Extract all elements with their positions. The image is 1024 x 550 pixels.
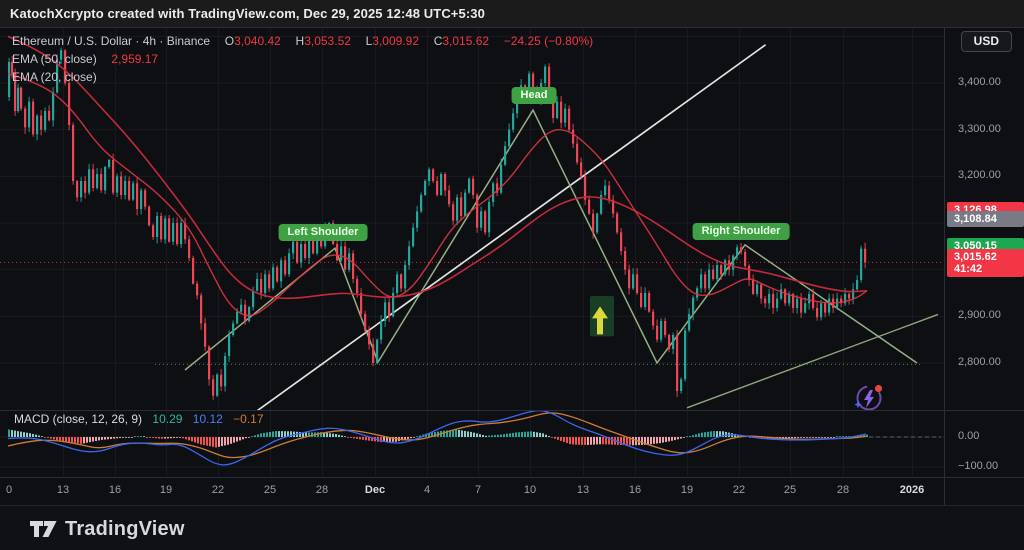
price-axis-tick: 3,300.00 — [958, 122, 1001, 135]
left-shoulder-label[interactable]: Left Shoulder — [278, 224, 368, 241]
time-axis-tick: 13 — [576, 484, 590, 496]
ema50-value: 2,959.17 — [111, 52, 159, 66]
time-axis-tick: 7 — [474, 484, 482, 496]
time-axis-tick: 19 — [159, 484, 173, 496]
price-axis-tick: 3,400.00 — [958, 76, 1001, 88]
time-axis-tick: 16 — [628, 484, 642, 496]
macd-axis-tick: 0.00 — [958, 430, 980, 442]
time-axis-tick: 2026 — [899, 484, 925, 496]
head-label[interactable]: Head — [511, 87, 557, 104]
symbol-title: Ethereum / U.S. Dollar · 4h · Binance — [12, 34, 211, 48]
price-label-last-price: 3,015.62 41:42 — [947, 249, 1024, 278]
ema50-name: EMA (50, close) — [12, 52, 97, 66]
time-axis-tick: 22 — [211, 484, 225, 496]
time-axis-tick: 10 — [523, 484, 537, 496]
price-label-gray-level: 3,108.84 — [947, 210, 1024, 227]
footer-bar: TradingView — [0, 505, 1024, 550]
high-value: 3,053.52 — [304, 34, 351, 48]
time-axis-tick: 25 — [263, 484, 277, 496]
chart-legend: Ethereum / U.S. Dollar · 4h · Binance O3… — [12, 33, 593, 87]
time-axis-tick: 28 — [836, 484, 850, 496]
tradingview-logo[interactable]: TradingView — [30, 517, 185, 541]
open-label: O — [224, 34, 235, 48]
ema20-name: EMA (20, close) — [12, 70, 97, 84]
price-axis-tick: 3,200.00 — [958, 169, 1001, 182]
time-axis-tick: 4 — [423, 484, 431, 496]
time-axis-tick: 25 — [783, 484, 797, 496]
price-axis-tick: 2,900.00 — [958, 309, 1001, 322]
open-value: 3,040.42 — [234, 34, 281, 48]
symbol-legend-row[interactable]: Ethereum / U.S. Dollar · 4h · Binance O3… — [12, 33, 593, 49]
change-value: −24.25 (−0.80%) — [503, 34, 594, 48]
price-axis[interactable]: 3,400.00 3,300.00 3,200.00 2,900.00 2,800.00… — [944, 28, 1024, 505]
attribution-text: KatochXcrypto created with TradingView.c… — [10, 6, 485, 21]
currency-toggle-button[interactable]: USD — [960, 31, 1012, 52]
countdown-timer: 41:42 — [954, 263, 983, 276]
time-axis-tick: 0 — [5, 484, 13, 496]
indicator-legend-ema50[interactable]: EMA (50, close) 2,959.17 — [12, 51, 593, 67]
indicator-legend-ema20[interactable]: EMA (20, close) — [12, 69, 593, 85]
low-value: 3,009.92 — [372, 34, 420, 48]
high-label: H — [295, 34, 305, 48]
close-value: 3,015.62 — [442, 34, 490, 48]
macd-title: MACD (close, 12, 26, 9) — [14, 412, 143, 426]
time-axis-tick: 22 — [732, 484, 746, 496]
tradingview-wordmark: TradingView — [65, 517, 185, 540]
macd-signal-value: 10.12 — [192, 412, 223, 426]
time-axis-tick: 28 — [315, 484, 329, 496]
time-axis-tick: 13 — [56, 484, 70, 496]
macd-value: 10.29 — [152, 412, 183, 426]
attribution-bar: KatochXcrypto created with TradingView.c… — [0, 0, 1024, 28]
low-label: L — [365, 34, 373, 48]
time-axis-tick: Dec — [364, 484, 386, 496]
time-axis-tick: 16 — [108, 484, 122, 496]
close-label: C — [433, 34, 443, 48]
macd-histogram-value: −0.17 — [233, 412, 264, 426]
macd-axis-tick: −100.00 — [958, 460, 999, 472]
price-axis-tick: 2,800.00 — [958, 356, 1001, 368]
time-axis-tick: 19 — [680, 484, 694, 496]
right-shoulder-label[interactable]: Right Shoulder — [692, 223, 790, 240]
time-axis[interactable]: 0 13 16 19 22 25 28 Dec 4 7 10 13 16 19 22 25 28 2026 — [0, 478, 1024, 505]
macd-legend-row[interactable]: MACD (close, 12, 26, 9) 10.29 10.12 −0.1… — [14, 412, 264, 426]
tradingview-logo-icon — [30, 521, 57, 537]
